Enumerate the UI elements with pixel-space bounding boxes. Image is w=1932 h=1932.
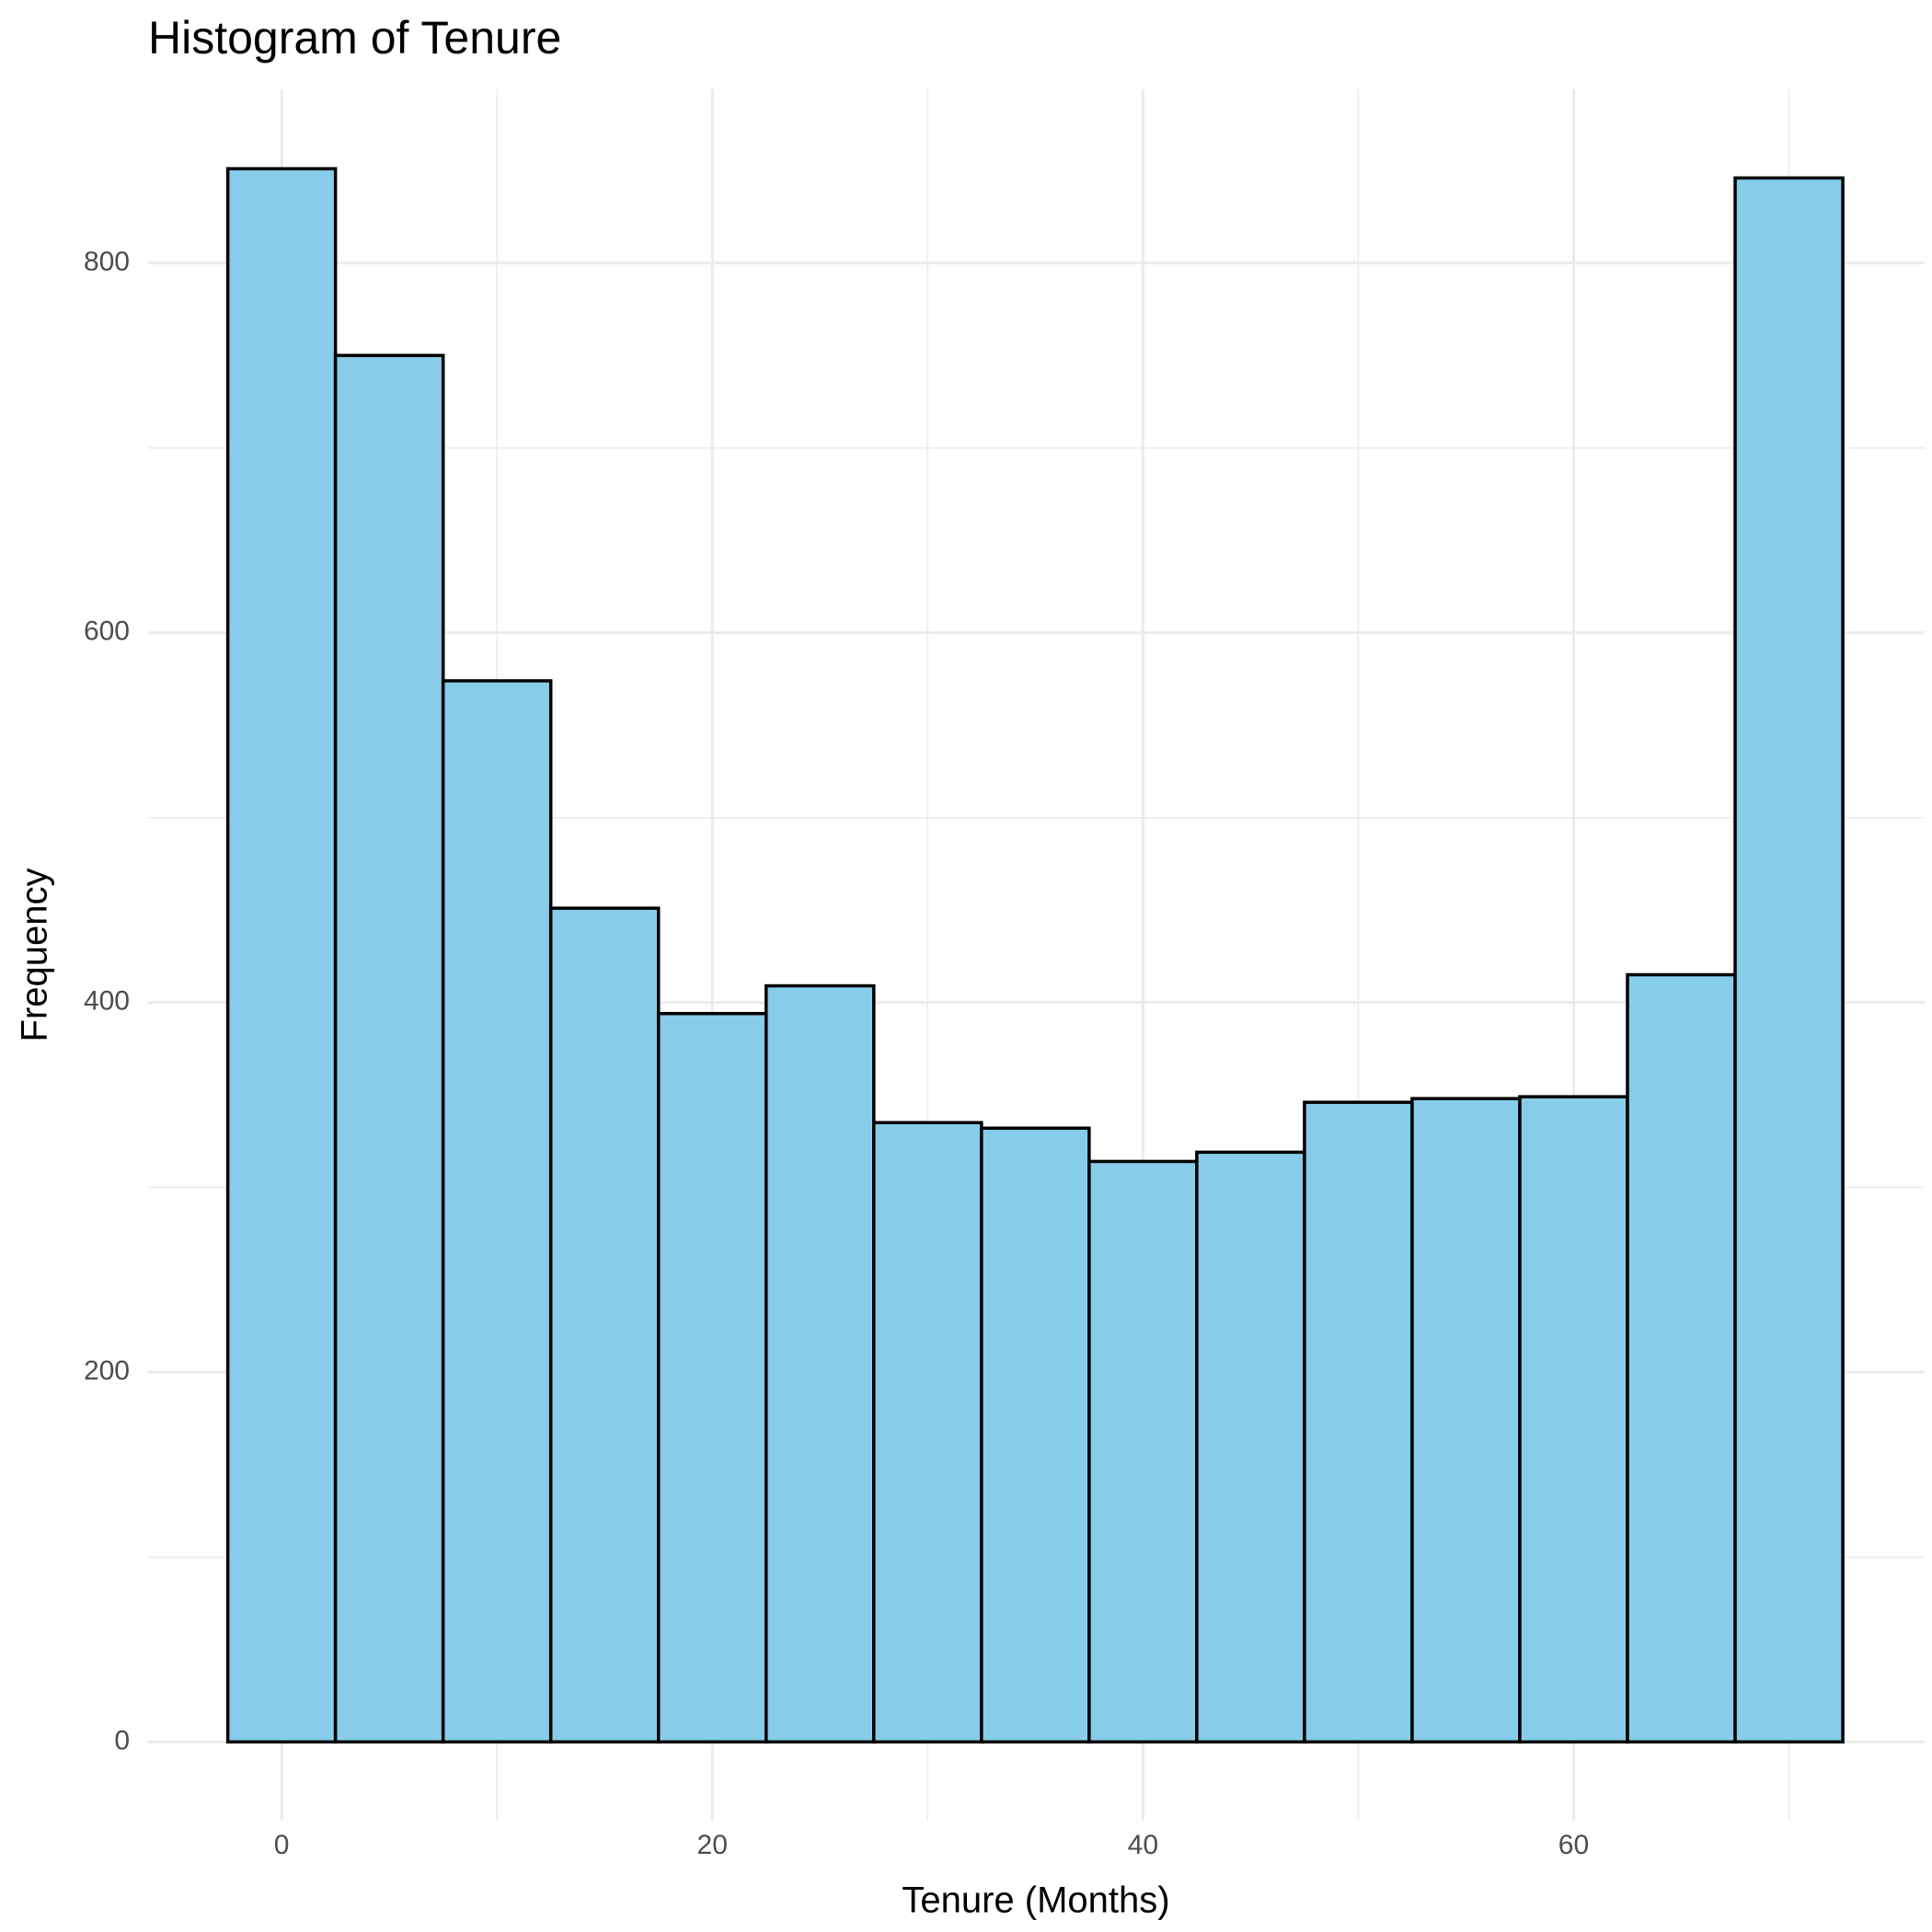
bar (1410, 1097, 1522, 1744)
bar (333, 353, 445, 1744)
x-tick-label: 40 (1128, 1830, 1158, 1860)
bar (656, 1011, 768, 1744)
y-axis-title: Frequency (15, 868, 55, 1042)
x-tick-label: 0 (274, 1830, 290, 1860)
chart-title: Histogram of Tenure (148, 12, 561, 63)
y-tick-label: 200 (84, 1355, 130, 1386)
y-tick-label: 400 (84, 986, 130, 1017)
y-tick-label: 600 (84, 616, 130, 647)
bar (1087, 1159, 1199, 1744)
x-axis-title: Tenure (Months) (902, 1880, 1169, 1921)
bar (225, 167, 338, 1744)
bar (1195, 1150, 1306, 1744)
bar (548, 906, 661, 1744)
y-tick-label: 0 (114, 1725, 130, 1755)
bar (441, 679, 553, 1744)
bar (1518, 1095, 1629, 1744)
y-tick-label: 800 (84, 247, 130, 277)
bar (765, 983, 876, 1744)
bar (1303, 1100, 1414, 1744)
bar (872, 1121, 983, 1744)
x-tick-label: 20 (697, 1830, 728, 1860)
bar (1733, 176, 1845, 1744)
bar (980, 1126, 1091, 1744)
bar (1626, 972, 1737, 1744)
x-tick-label: 60 (1558, 1830, 1589, 1860)
